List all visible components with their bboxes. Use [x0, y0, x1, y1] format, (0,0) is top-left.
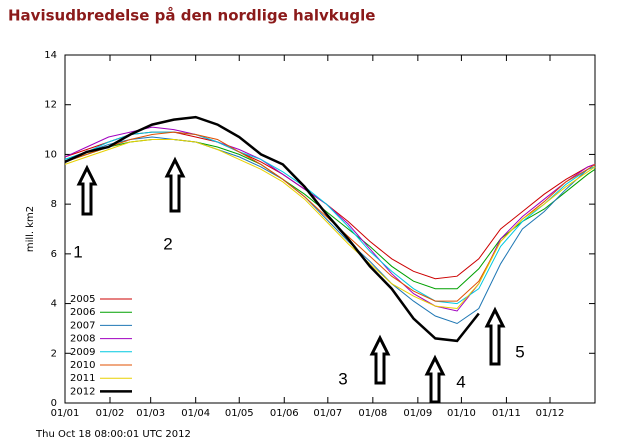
legend-label: 2010	[70, 360, 95, 371]
arrow	[424, 354, 446, 404]
series-line	[64, 115, 480, 343]
x-tick-label: 01/08	[358, 408, 387, 419]
annotation: 1	[73, 242, 82, 261]
series-line	[64, 131, 596, 280]
y-axis-label: mill. km2	[25, 206, 36, 252]
x-tick-label: 01/04	[181, 408, 210, 419]
legend-label: 2007	[70, 320, 95, 331]
legend-label: 2011	[70, 373, 95, 384]
legend-label: 2012	[70, 386, 95, 397]
x-tick-label: 01/02	[96, 408, 125, 419]
annotation: 4	[456, 372, 465, 391]
arrow	[369, 334, 391, 385]
series-line	[64, 136, 596, 325]
arrow	[164, 156, 186, 213]
series-line	[64, 131, 596, 305]
x-tick-label: 01/12	[536, 408, 565, 419]
arrow	[76, 164, 98, 216]
y-tick-label: 10	[44, 149, 57, 160]
annotation: 5	[515, 342, 524, 361]
y-tick-label: 2	[51, 348, 57, 359]
y-tick-label: 0	[51, 398, 57, 409]
series-line	[64, 139, 596, 310]
x-tick-label: 01/09	[403, 408, 432, 419]
x-tick-label: 01/10	[447, 408, 476, 419]
legend-label: 2005	[70, 294, 95, 305]
legend-label: 2006	[70, 307, 95, 318]
x-tick-label: 01/01	[51, 408, 80, 419]
y-tick-label: 4	[51, 299, 57, 310]
legend-label: 2009	[70, 347, 95, 358]
plot-frame	[64, 54, 596, 404]
x-tick-label: 01/05	[225, 408, 254, 419]
y-tick-label: 8	[51, 199, 57, 210]
x-tick-label: 01/07	[313, 408, 342, 419]
arrow	[484, 306, 506, 366]
y-tick-label: 12	[44, 100, 57, 111]
x-tick-label: 01/03	[136, 408, 165, 419]
arrows	[76, 156, 506, 404]
x-tick-label: 01/06	[270, 408, 299, 419]
chart-title: Havisudbredelse på den nordlige halvkugl…	[8, 7, 375, 25]
series-line	[64, 126, 596, 312]
legend-label: 2008	[70, 334, 95, 345]
annotation: 2	[163, 234, 172, 253]
series-line	[64, 139, 596, 290]
footer: Thu Oct 18 08:00:01 UTC 2012	[35, 429, 191, 440]
x-tick-label: 01/11	[492, 408, 521, 419]
annotation: 3	[338, 369, 347, 388]
y-tick-label: 14	[44, 50, 57, 61]
y-tick-label: 6	[51, 249, 57, 260]
